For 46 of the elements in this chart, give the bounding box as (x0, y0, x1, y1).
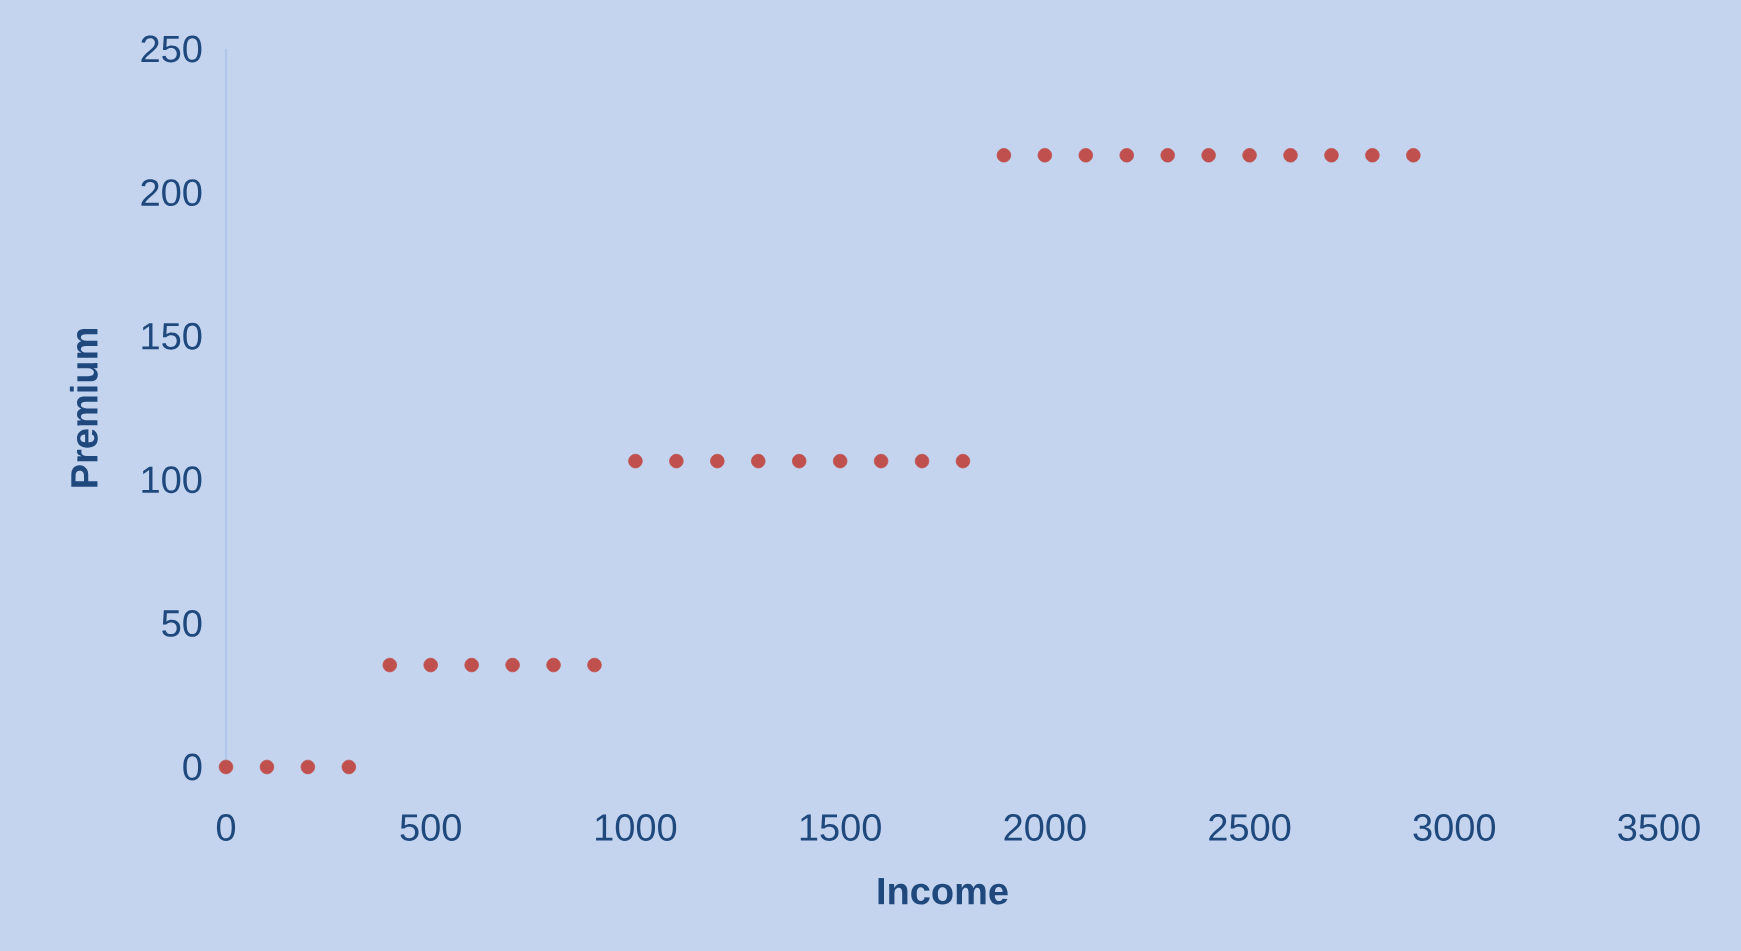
point (1324, 148, 1339, 163)
point (669, 453, 684, 469)
x-tick-label: 2000 (1004, 814, 1086, 841)
y-tick-label: 100 (142, 466, 202, 494)
x-tick-label: 1000 (596, 814, 677, 841)
point (259, 759, 275, 775)
y-tick-label: 0 (183, 753, 202, 781)
point (505, 657, 520, 673)
point (1242, 148, 1257, 163)
y-tick-label: 50 (162, 609, 202, 637)
point (832, 453, 848, 469)
point (873, 453, 889, 469)
x-tick-label: 2500 (1209, 814, 1291, 841)
y-tick-label: 250 (141, 35, 202, 63)
point (1406, 148, 1421, 163)
point (218, 759, 234, 775)
point (1283, 148, 1298, 163)
x-tick-label: 3000 (1413, 814, 1496, 841)
y-tick-label: 150 (142, 322, 202, 350)
x-tick-label: 1500 (800, 814, 881, 841)
point (751, 453, 766, 469)
point (587, 657, 602, 673)
x-axis-title: Income (878, 878, 1008, 905)
y-axis-title: Premium (69, 329, 98, 487)
point (996, 148, 1012, 163)
point (1201, 148, 1216, 163)
x-tick-label: 3500 (1618, 814, 1700, 841)
point (792, 453, 807, 469)
point (546, 657, 561, 673)
x-tick-label: 500 (400, 814, 461, 841)
point (914, 453, 930, 469)
point (1119, 148, 1134, 163)
point (1037, 148, 1053, 163)
point (464, 657, 479, 673)
point (382, 657, 397, 673)
point (341, 759, 357, 775)
y-tick-label: 200 (141, 179, 202, 207)
point (1160, 148, 1175, 163)
point (710, 453, 725, 469)
point (955, 453, 971, 469)
point (423, 657, 438, 673)
point (1078, 148, 1094, 163)
x-tick-label: 0 (216, 814, 236, 841)
point (1365, 148, 1380, 163)
point (628, 453, 643, 469)
point (300, 759, 316, 775)
